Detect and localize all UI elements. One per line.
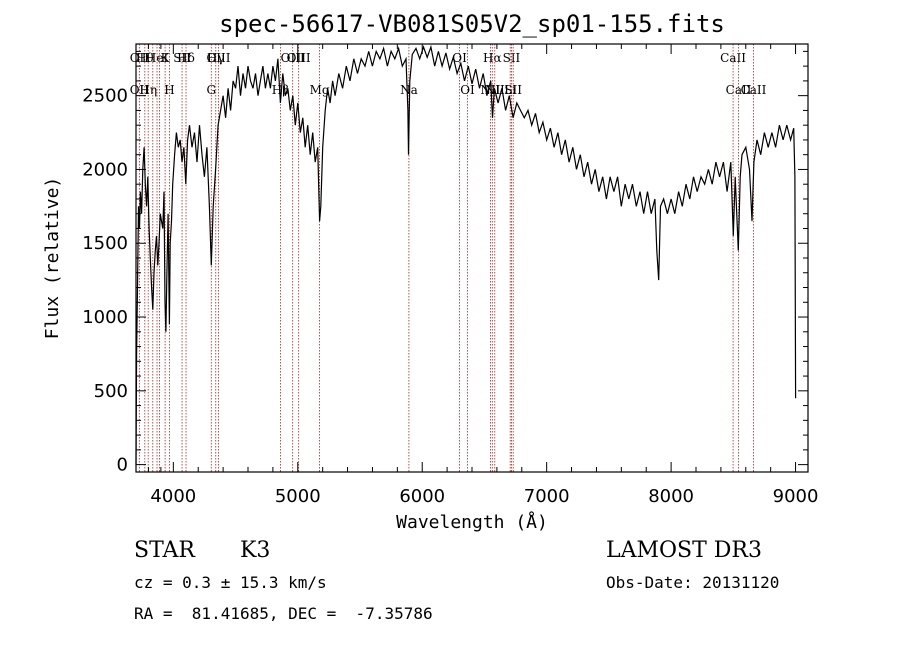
- y-tick-label: 500: [94, 381, 128, 402]
- y-tick-label: 0: [117, 455, 128, 476]
- line-label: OI: [460, 83, 475, 97]
- coordinates-readout: RA = 81.41685, DEC = -7.35786: [134, 604, 433, 623]
- x-axis-label: Wavelength (Å): [396, 511, 548, 533]
- object-class: STAR: [134, 538, 195, 563]
- line-label: OII: [130, 83, 150, 97]
- survey-name: LAMOST DR3: [606, 538, 762, 563]
- redshift-readout: cz = 0.3 ± 15.3 km/s: [134, 573, 327, 592]
- line-label: Hδ: [177, 51, 195, 65]
- line-label: Hγ: [207, 51, 225, 65]
- chart-title: spec-56617-VB081S05V2_sp01-155.fits: [219, 10, 725, 38]
- line-label: CaII: [741, 83, 767, 97]
- y-tick-label: 2000: [82, 159, 128, 180]
- line-label: OII: [130, 51, 150, 65]
- plot-frame: [135, 43, 809, 473]
- line-label: SII: [504, 83, 522, 97]
- axis-ticks: 4000 5000 6000 7000 8000 9000 0 500 1000 1500 2000…: [82, 44, 818, 507]
- y-tick-label: 2500: [82, 86, 128, 107]
- line-label: CaII: [720, 51, 746, 65]
- x-tick-label: 4000: [150, 486, 196, 507]
- line-label: SII: [503, 51, 521, 65]
- line-label: Mg: [310, 83, 330, 97]
- object-subclass: K3: [240, 538, 271, 563]
- line-label: Hθ: [136, 51, 154, 65]
- line-label: Hη: [139, 83, 157, 97]
- y-tick-label: 1500: [82, 233, 128, 254]
- x-tick-label: 8000: [648, 486, 694, 507]
- line-label: OIII: [287, 51, 311, 65]
- line-label: CaII: [726, 83, 752, 97]
- line-label: OI: [452, 51, 467, 65]
- line-label: H: [164, 83, 174, 97]
- line-label: Li: [504, 83, 516, 97]
- line-label: K: [161, 51, 171, 65]
- x-tick-label: 5000: [275, 486, 321, 507]
- x-tick-label: 7000: [524, 486, 570, 507]
- observation-date: Obs-Date: 20131120: [606, 573, 780, 592]
- line-label: Na: [400, 83, 418, 97]
- line-label: HeI: [146, 51, 169, 65]
- y-axis-label: Flux (relative): [42, 177, 63, 340]
- spectrum-series-line: [135, 44, 797, 465]
- x-tick-label: 9000: [773, 486, 819, 507]
- line-label: OIII: [206, 51, 230, 65]
- line-label: G: [206, 83, 216, 97]
- line-label: SII: [173, 51, 191, 65]
- x-tick-label: 6000: [399, 486, 445, 507]
- y-tick-label: 1000: [82, 307, 128, 328]
- line-label: Hα: [483, 51, 502, 65]
